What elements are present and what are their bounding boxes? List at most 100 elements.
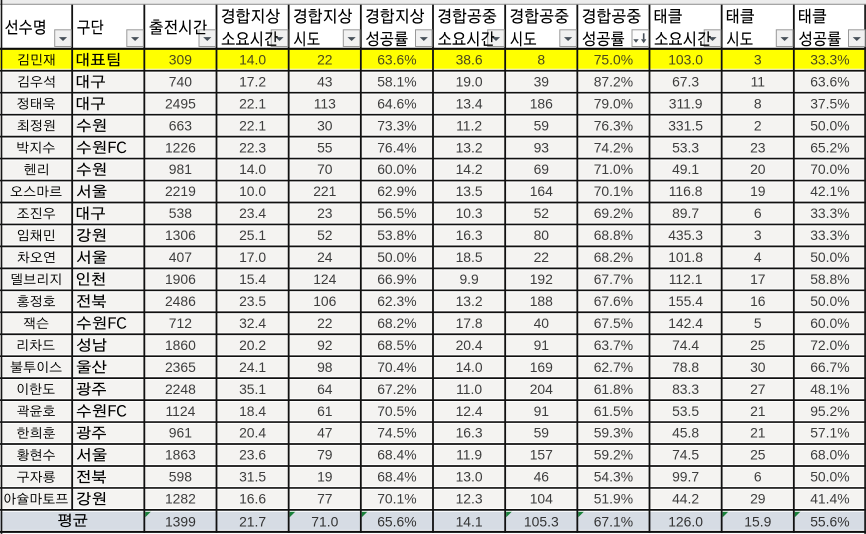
svg-text:188: 188 [530, 293, 553, 309]
svg-text:116.8: 116.8 [669, 183, 703, 199]
svg-text:663: 663 [169, 117, 192, 133]
svg-text:60.0%: 60.0% [377, 161, 416, 177]
svg-text:11.2: 11.2 [456, 117, 482, 133]
svg-text:1124: 1124 [165, 403, 195, 419]
svg-text:83.3: 83.3 [672, 381, 699, 397]
svg-text:65.2%: 65.2% [810, 139, 849, 155]
svg-text:74.5%: 74.5% [377, 425, 416, 441]
svg-text:99.7: 99.7 [672, 469, 699, 485]
svg-text:51.9%: 51.9% [594, 491, 633, 507]
svg-text:55.6%: 55.6% [810, 514, 849, 530]
svg-text:59: 59 [534, 425, 550, 441]
svg-text:61.5%: 61.5% [594, 403, 633, 419]
svg-text:48.1%: 48.1% [810, 381, 849, 397]
svg-text:8: 8 [754, 95, 762, 111]
svg-text:22.1: 22.1 [239, 95, 266, 111]
svg-text:71.0%: 71.0% [594, 161, 633, 177]
svg-text:55: 55 [317, 139, 333, 155]
svg-text:11.0: 11.0 [456, 381, 482, 397]
svg-text:18.5: 18.5 [456, 249, 483, 265]
svg-text:62.9%: 62.9% [377, 183, 416, 199]
svg-text:95.2%: 95.2% [810, 403, 849, 419]
svg-text:17: 17 [750, 271, 766, 287]
svg-text:13.2: 13.2 [456, 139, 483, 155]
svg-text:169: 169 [530, 359, 553, 375]
svg-text:17.8: 17.8 [456, 315, 483, 331]
svg-text:164: 164 [530, 183, 553, 199]
svg-text:53.3: 53.3 [672, 139, 699, 155]
svg-text:155.4: 155.4 [668, 293, 703, 309]
svg-text:53.5: 53.5 [672, 403, 699, 419]
svg-text:25.1: 25.1 [239, 227, 266, 243]
svg-text:16.3: 16.3 [456, 425, 483, 441]
svg-text:104: 104 [530, 491, 553, 507]
svg-text:5: 5 [754, 315, 762, 331]
svg-text:14.0: 14.0 [239, 161, 266, 177]
svg-text:49.1: 49.1 [672, 161, 699, 177]
svg-text:157: 157 [530, 447, 553, 463]
svg-text:14.1: 14.1 [456, 514, 483, 530]
svg-text:186: 186 [530, 95, 553, 111]
svg-text:70.0%: 70.0% [810, 161, 849, 177]
svg-text:30: 30 [750, 359, 766, 375]
svg-text:74.5: 74.5 [672, 447, 699, 463]
svg-text:62.7%: 62.7% [594, 359, 633, 375]
svg-text:50.0%: 50.0% [377, 249, 416, 265]
svg-text:2486: 2486 [165, 293, 196, 309]
svg-text:15.4: 15.4 [239, 271, 266, 287]
svg-text:70.4%: 70.4% [377, 359, 416, 375]
svg-text:105.3: 105.3 [524, 514, 559, 530]
svg-text:67.6%: 67.6% [594, 293, 633, 309]
svg-text:21: 21 [750, 425, 766, 441]
svg-text:13.0: 13.0 [456, 469, 483, 485]
svg-text:538: 538 [169, 205, 192, 221]
svg-text:33.3%: 33.3% [810, 227, 849, 243]
svg-text:407: 407 [169, 249, 192, 265]
svg-text:6: 6 [754, 205, 762, 221]
svg-text:41.4%: 41.4% [810, 491, 849, 507]
svg-text:106: 106 [313, 293, 336, 309]
svg-text:1282: 1282 [165, 491, 196, 507]
svg-text:66.9%: 66.9% [377, 271, 416, 287]
svg-text:87.2%: 87.2% [594, 73, 633, 89]
svg-text:740: 740 [169, 73, 192, 89]
svg-text:69.2%: 69.2% [594, 205, 633, 221]
svg-text:38.6: 38.6 [456, 52, 483, 68]
svg-text:33.3%: 33.3% [810, 52, 849, 68]
svg-text:20.4: 20.4 [456, 337, 483, 353]
svg-text:45.8: 45.8 [672, 425, 699, 441]
svg-text:67.7%: 67.7% [594, 271, 633, 287]
svg-text:54.3%: 54.3% [594, 469, 633, 485]
svg-text:1226: 1226 [165, 139, 196, 155]
svg-text:20.2: 20.2 [239, 337, 266, 353]
svg-text:435.3: 435.3 [668, 227, 703, 243]
svg-text:22.3: 22.3 [239, 139, 266, 155]
svg-text:68.4%: 68.4% [377, 447, 416, 463]
svg-text:712: 712 [169, 315, 192, 331]
svg-text:27: 27 [750, 381, 766, 397]
svg-text:3: 3 [754, 227, 762, 243]
svg-text:43: 43 [317, 73, 333, 89]
svg-text:50.0%: 50.0% [810, 117, 849, 133]
svg-text:50.0%: 50.0% [810, 249, 849, 265]
svg-text:60.0%: 60.0% [810, 315, 849, 331]
svg-text:68.8%: 68.8% [594, 227, 633, 243]
svg-text:63.6%: 63.6% [810, 73, 849, 89]
svg-text:13.5: 13.5 [456, 183, 483, 199]
svg-text:14.0: 14.0 [456, 359, 483, 375]
svg-text:2: 2 [754, 117, 762, 133]
svg-text:52: 52 [534, 205, 550, 221]
svg-text:40: 40 [534, 315, 550, 331]
svg-text:68.2%: 68.2% [377, 315, 416, 331]
svg-text:22: 22 [317, 315, 333, 331]
svg-text:74.4: 74.4 [672, 337, 699, 353]
svg-text:10.3: 10.3 [456, 205, 483, 221]
svg-text:70.5%: 70.5% [377, 403, 416, 419]
svg-text:68.0%: 68.0% [810, 447, 849, 463]
svg-text:21.7: 21.7 [239, 514, 266, 530]
svg-text:13.4: 13.4 [456, 95, 483, 111]
svg-text:17.2: 17.2 [239, 73, 266, 89]
svg-text:598: 598 [169, 469, 192, 485]
svg-text:72.0%: 72.0% [810, 337, 849, 353]
svg-text:311.9: 311.9 [669, 95, 703, 111]
